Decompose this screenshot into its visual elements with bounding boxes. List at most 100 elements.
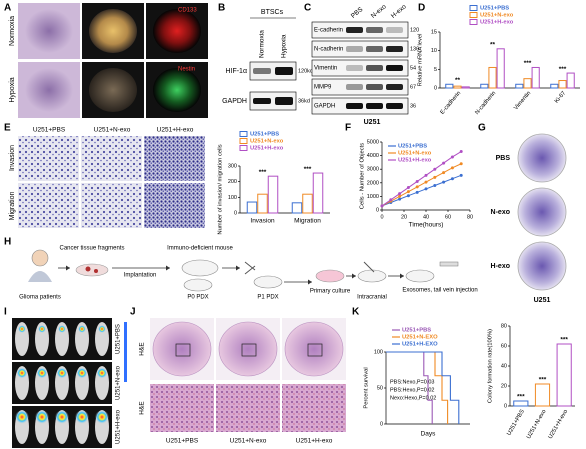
survival-curve — [386, 351, 460, 424]
series-line — [381, 163, 462, 207]
micrograph — [18, 136, 79, 181]
bar — [513, 400, 529, 407]
label: Exosomes, tail vein injection — [402, 288, 477, 294]
bar — [246, 201, 258, 214]
micrograph — [81, 136, 142, 181]
label: U251+PBS — [166, 438, 199, 445]
point — [424, 173, 428, 177]
legend-label: U251+N-exo — [480, 13, 514, 19]
label: Intracranial — [357, 295, 387, 301]
annotation: PBS:Hexo,P=0.02 — [390, 387, 435, 393]
icon-mouse — [253, 275, 283, 289]
panel-letter: I — [4, 307, 7, 318]
bar — [445, 83, 454, 89]
sphere — [153, 68, 201, 112]
point — [398, 192, 402, 196]
dish — [517, 241, 567, 291]
y-tick-label: 2000 — [367, 180, 379, 186]
label: Normoxia — [259, 30, 266, 58]
label: Glioma patients — [19, 295, 61, 301]
label: MMP9 — [314, 85, 332, 91]
point — [450, 177, 454, 181]
signal — [75, 410, 89, 424]
point — [415, 185, 419, 189]
legend-label: U251+H-exo — [250, 146, 284, 152]
micrograph — [18, 183, 79, 228]
icon-needle — [363, 261, 375, 273]
point — [450, 155, 454, 159]
band — [386, 84, 403, 90]
legend-label: U251+H-EXO — [402, 342, 438, 348]
legend-label: U251+N-exo — [250, 139, 284, 145]
brain — [218, 321, 278, 377]
bar — [291, 202, 303, 214]
icon-mouse — [183, 278, 213, 292]
label: 130 — [410, 46, 419, 52]
panel-letter: C — [304, 3, 311, 14]
label: CD133 — [178, 8, 197, 14]
significance: *** — [559, 66, 567, 73]
label: Normoxia — [9, 16, 16, 46]
y-tick-label: 10 — [431, 48, 437, 54]
icon-scissors — [244, 261, 256, 275]
legend-label: U251+PBS — [250, 132, 279, 138]
y-tick-label: 0 — [380, 421, 383, 427]
label: N-exo — [491, 209, 510, 216]
band — [253, 68, 271, 74]
legend-label: U251+H-exo — [480, 20, 514, 26]
panel-letter: A — [4, 3, 11, 14]
label: GAPDH — [314, 104, 335, 110]
band — [346, 27, 363, 33]
label: 120kd — [298, 68, 313, 74]
y-tick-label: 1000 — [367, 194, 379, 200]
arrow-head — [308, 279, 312, 285]
zoom-box — [307, 343, 323, 357]
icon-tissue — [94, 269, 98, 273]
label: Hypoxia — [281, 34, 288, 58]
y-tick-label: 0 — [504, 403, 507, 409]
label: U251+N-exo — [230, 438, 267, 445]
significance: *** — [560, 337, 568, 344]
point — [433, 175, 437, 179]
he-zoom — [216, 384, 280, 432]
x-tick-label: N-cadherin — [474, 90, 497, 116]
icon-mouse — [357, 269, 387, 283]
signal — [56, 367, 68, 379]
arrow-head — [352, 273, 356, 279]
panel-letter: J — [130, 307, 136, 318]
point — [415, 179, 419, 183]
arrow-head — [400, 273, 404, 279]
blot — [249, 61, 297, 81]
signal — [16, 367, 28, 379]
y-axis-label: Colony formation rate(100%) — [488, 329, 494, 403]
point — [415, 190, 419, 194]
arrow-head — [66, 265, 70, 271]
label: 120 — [410, 27, 419, 33]
label: U251 — [534, 297, 551, 304]
legend-label: U251+PBS — [398, 144, 427, 150]
bar — [531, 66, 540, 89]
icon-culture — [315, 269, 345, 283]
y-axis-label: Cells - Number of Objects — [360, 143, 366, 209]
color-scale — [124, 322, 127, 382]
y-tick-label: 3000 — [367, 167, 379, 173]
sphere — [89, 68, 137, 112]
label: U251+PBS — [116, 324, 122, 354]
band — [275, 97, 293, 105]
signal — [95, 410, 109, 424]
band — [386, 103, 403, 109]
label: 36 — [410, 103, 416, 109]
x-axis-label: Days — [421, 431, 437, 438]
legend-label: U251+H-exo — [398, 158, 432, 164]
panel-letter: F — [345, 123, 351, 134]
label: 67 — [410, 84, 416, 90]
series-line — [381, 151, 462, 207]
label: Invasion — [9, 145, 16, 171]
sphere — [89, 9, 137, 53]
band — [366, 84, 383, 90]
bar — [312, 172, 324, 214]
signal — [35, 410, 49, 424]
icon-patient-head — [31, 249, 49, 267]
bar — [515, 83, 524, 89]
